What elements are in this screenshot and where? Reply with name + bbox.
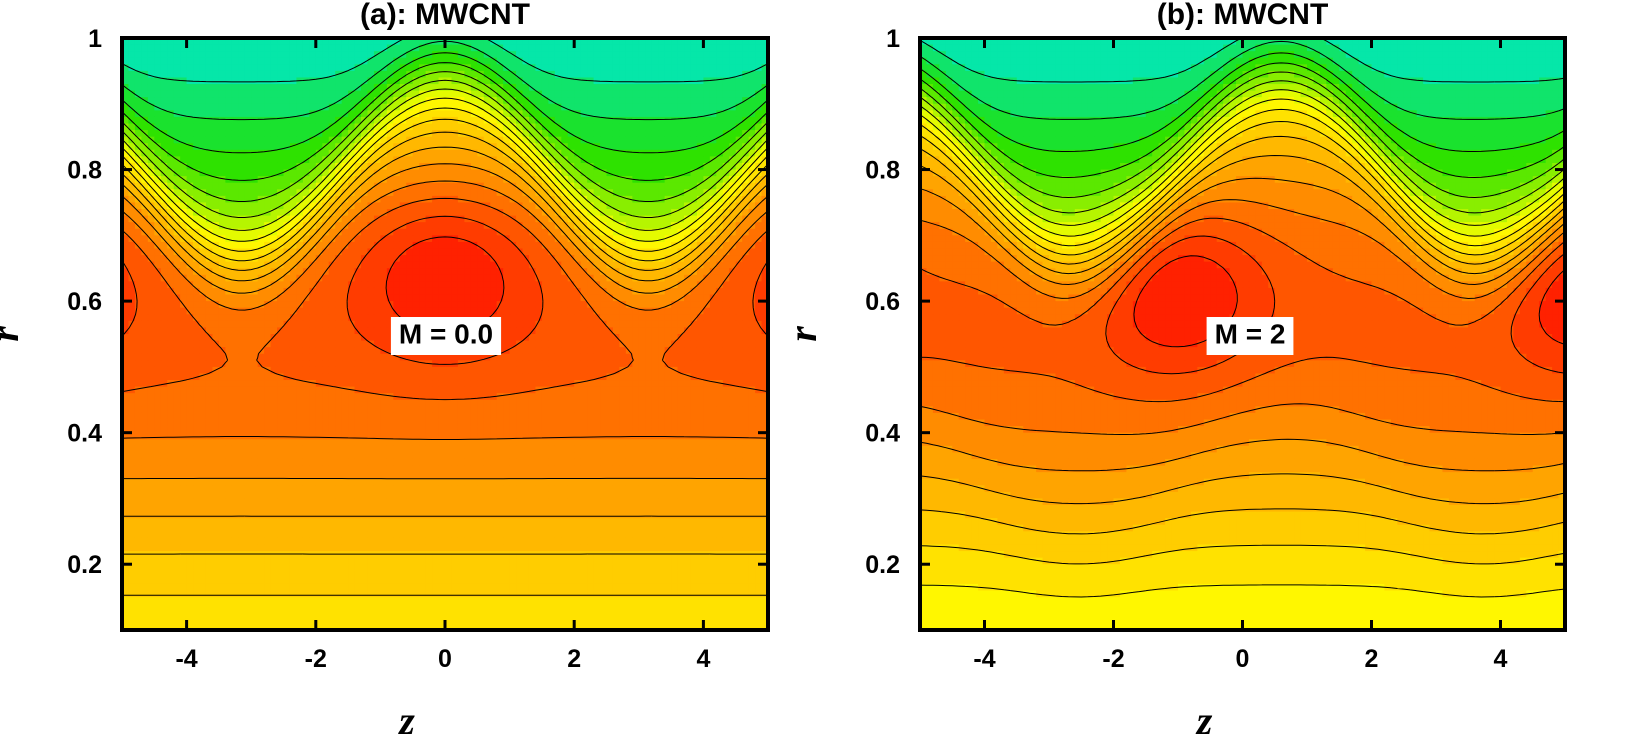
- y-tick-label: 1: [88, 25, 102, 53]
- contour-line: [920, 62, 1565, 178]
- x-tick-label: 0: [438, 645, 452, 673]
- y-axis-label: r: [0, 326, 27, 342]
- contour-line: [1133, 255, 1565, 348]
- contour-line: [122, 163, 768, 480]
- contour-line: [122, 97, 768, 242]
- chart-title: (a): MWCNT: [360, 0, 530, 31]
- contour-line: [122, 197, 768, 401]
- chart-panel-b: -4 -2 0 2 4 0.2 0.4 0.6 0.8 1 (b): MWCNT z r M = 2: [780, 0, 1567, 743]
- x-tick-label: 0: [1236, 645, 1250, 673]
- contour-line: [920, 52, 1565, 152]
- y-tick-label: 1: [886, 25, 900, 53]
- y-tick-label: 0.6: [67, 288, 102, 316]
- contour-line: [122, 52, 768, 154]
- contour-line: [920, 177, 1565, 472]
- y-tick-label: 0.2: [67, 551, 102, 579]
- x-tick-label: -2: [1102, 645, 1124, 673]
- contour-line: [122, 79, 768, 218]
- y-tick-label: 0.6: [865, 288, 900, 316]
- contour-line: [122, 180, 768, 440]
- contour-line: [122, 118, 768, 596]
- x-axis-label: z: [1195, 698, 1213, 743]
- y-tick-label: 0.4: [865, 420, 900, 448]
- contour-line: [122, 71, 768, 202]
- x-tick-label: -4: [973, 645, 995, 673]
- contour-line: [920, 121, 1565, 565]
- contour-line: [122, 131, 768, 555]
- y-tick-label: 0.4: [67, 420, 102, 448]
- contour-line: [122, 62, 768, 181]
- contour-line: [122, 107, 768, 252]
- y-tick-label: 0.8: [67, 157, 102, 185]
- x-tick-label: -2: [305, 645, 327, 673]
- y-tick-label: 0.2: [865, 551, 900, 579]
- contour-line: [920, 155, 1565, 505]
- contour-line: [920, 80, 1565, 214]
- contour-line: [920, 199, 1565, 435]
- contour-line: [920, 40, 1565, 120]
- x-tick-label: -4: [175, 645, 197, 673]
- contour-line: [920, 135, 1565, 535]
- annotation-box: [390, 317, 502, 355]
- x-tick-label: 2: [1365, 645, 1379, 673]
- y-tick-label: 0.8: [865, 157, 900, 185]
- contour-line: [920, 71, 1565, 198]
- parameter-annotation: M = 0.0: [399, 318, 493, 349]
- x-tick-label: 2: [567, 645, 581, 673]
- contour-line: [920, 98, 1565, 237]
- x-axis-label: z: [397, 698, 415, 743]
- contour-lines: [920, 38, 1565, 598]
- contour-line: [122, 146, 768, 517]
- parameter-annotation: M = 2: [1215, 318, 1286, 349]
- contour-line: [122, 88, 768, 231]
- contour-line: [920, 38, 1565, 83]
- chart-panel-a: -4 -2 0 2 4 0.2 0.4 0.6 0.8 1 (a): MWCNT z r M = 0.0: [0, 0, 770, 743]
- contour-line: [122, 40, 768, 121]
- y-axis-label: r: [780, 326, 825, 342]
- contour-line: [122, 215, 768, 365]
- x-tick-label: 4: [696, 645, 710, 673]
- contour-line: [920, 217, 1565, 403]
- x-tick-label: 4: [1494, 645, 1508, 673]
- contour-line: [920, 108, 1565, 598]
- annotation-box: [1206, 317, 1294, 355]
- contour-line: [920, 89, 1565, 226]
- chart-title: (b): MWCNT: [1157, 0, 1329, 31]
